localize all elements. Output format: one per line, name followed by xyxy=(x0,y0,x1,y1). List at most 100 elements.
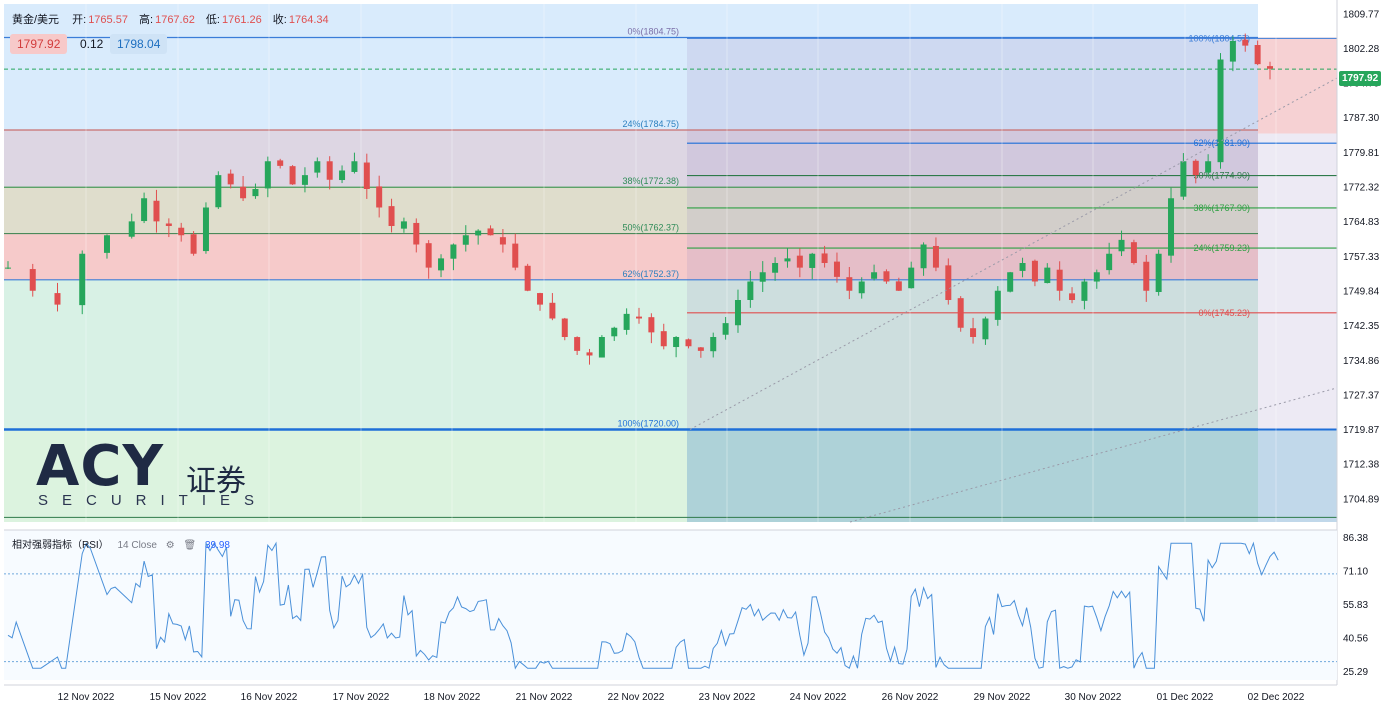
y-tick-6: 1764.83 xyxy=(1343,217,1380,228)
candle-body-73 xyxy=(970,328,977,337)
candle-body-44 xyxy=(611,327,618,337)
candle-body-18 xyxy=(289,166,296,185)
rsi-y-tick-4: 25.29 xyxy=(1343,667,1368,678)
candle-body-85 xyxy=(1118,239,1125,252)
candle-body-87 xyxy=(1143,261,1150,291)
candle-body-34 xyxy=(487,228,494,236)
candle-body-39 xyxy=(549,302,556,319)
x-tick-11: 30 Nov 2022 xyxy=(1065,692,1122,703)
fib-right-label-3: 38%(1767.90) xyxy=(1193,203,1250,213)
y-tick-3: 1787.30 xyxy=(1343,113,1380,124)
fib-left-label-2: 38%(1772.38) xyxy=(622,176,679,186)
x-tick-5: 21 Nov 2022 xyxy=(516,692,573,703)
rsi-legend: 相对强弱指标（RSI） 14 Close ⚙ 🗑 39.98 xyxy=(12,536,230,551)
candle-body-61 xyxy=(821,253,828,263)
fib-left-label-0: 0%(1804.75) xyxy=(627,27,679,37)
candle-body-26 xyxy=(388,206,395,226)
candle-body-53 xyxy=(722,323,729,335)
settings-icon[interactable]: ⚙ xyxy=(165,540,175,551)
candle-body-96 xyxy=(1254,45,1261,65)
candle-body-63 xyxy=(846,277,853,291)
rsi-y-tick-0: 86.38 xyxy=(1343,533,1368,544)
x-tick-4: 18 Nov 2022 xyxy=(424,692,481,703)
candle-body-68 xyxy=(908,267,915,289)
ohlc-header: 黄金/美元 开: 1765.57 高: 1767.62 低: 1761.26 收: 17… xyxy=(12,11,337,27)
open-value: 1765.57 xyxy=(88,14,128,26)
fib-right-label-0: 100%(1804.57) xyxy=(1188,33,1250,43)
rsi-params: 14 Close xyxy=(117,540,157,551)
fib-right-edge xyxy=(1258,37,1337,134)
candle-body-11 xyxy=(202,207,209,252)
candle-body-27 xyxy=(400,221,407,229)
candle-body-30 xyxy=(438,258,445,271)
candle-body-57 xyxy=(772,263,779,273)
x-tick-2: 16 Nov 2022 xyxy=(241,692,298,703)
candle-body-72 xyxy=(957,298,964,328)
candle-body-79 xyxy=(1044,267,1051,284)
candle-body-75 xyxy=(994,290,1001,320)
candle-body-22 xyxy=(339,170,346,181)
spread-value: 0.12 xyxy=(80,37,104,51)
candle-body-97 xyxy=(1267,66,1273,69)
candle-body-36 xyxy=(512,243,519,268)
delete-icon[interactable]: 🗑 xyxy=(183,540,197,551)
candle-body-92 xyxy=(1205,161,1212,173)
y-tick-0: 1809.77 xyxy=(1343,9,1380,20)
y-tick-13: 1712.38 xyxy=(1343,460,1380,471)
zone-0-24 xyxy=(4,37,1258,131)
x-tick-9: 26 Nov 2022 xyxy=(882,692,939,703)
fib-right-label-2: 50%(1774.90) xyxy=(1193,171,1250,181)
candle-body-93 xyxy=(1217,59,1224,163)
candle-body-48 xyxy=(660,331,667,347)
y-tick-5: 1772.32 xyxy=(1343,183,1380,194)
candle-body-71 xyxy=(945,265,952,300)
candle-body-10 xyxy=(190,234,197,254)
candle-body-31 xyxy=(450,244,457,259)
candle-body-91 xyxy=(1192,160,1199,176)
x-tick-1: 15 Nov 2022 xyxy=(150,692,207,703)
sell-price-button[interactable]: 1797.92 xyxy=(10,34,68,54)
zone-top xyxy=(4,4,1258,38)
y-tick-14: 1704.89 xyxy=(1343,494,1380,505)
last-price-badge: 1797.92 xyxy=(1339,71,1382,86)
open-label: 开: xyxy=(72,14,87,26)
y-tick-12: 1719.87 xyxy=(1343,425,1380,436)
candle-body-8 xyxy=(165,223,172,226)
fib-right-lower xyxy=(687,429,1337,522)
candle-body-13 xyxy=(227,173,234,185)
y-tick-9: 1742.35 xyxy=(1343,321,1380,332)
candle-body-24 xyxy=(363,162,370,189)
candle-body-38 xyxy=(537,293,544,305)
x-tick-13: 02 Dec 2022 xyxy=(1248,692,1305,703)
fib-right-label-5: 0%(1745.23) xyxy=(1198,308,1250,318)
candle-body-42 xyxy=(586,352,593,356)
candle-body-29 xyxy=(425,243,432,268)
buy-price-button[interactable]: 1798.04 xyxy=(110,34,168,54)
candle-body-84 xyxy=(1106,253,1113,271)
high-value: 1767.62 xyxy=(155,14,195,26)
rsi-y-tick-2: 55.83 xyxy=(1343,600,1368,611)
candle-body-65 xyxy=(871,272,878,279)
x-tick-12: 01 Dec 2022 xyxy=(1157,692,1214,703)
candle-body-83 xyxy=(1093,272,1100,282)
y-tick-4: 1779.81 xyxy=(1343,148,1380,159)
y-tick-10: 1734.86 xyxy=(1343,356,1380,367)
zone-38-50 xyxy=(4,187,1258,234)
x-tick-7: 23 Nov 2022 xyxy=(699,692,756,703)
zone-24-38 xyxy=(4,130,1258,188)
candle-body-81 xyxy=(1069,293,1076,300)
close-label: 收: xyxy=(272,14,287,26)
candle-body-16 xyxy=(264,161,271,189)
candle-body-70 xyxy=(932,245,939,268)
candle-body-2 xyxy=(54,293,61,305)
zone-62-100 xyxy=(4,279,1258,430)
candle-body-19 xyxy=(301,175,308,185)
zone-bottom xyxy=(4,429,1258,522)
candle-body-47 xyxy=(648,317,655,333)
candle-body-54 xyxy=(734,300,741,326)
rsi-line xyxy=(7,541,1279,670)
candle-body-32 xyxy=(462,235,469,245)
candle-body-55 xyxy=(747,281,754,301)
candle-body-60 xyxy=(809,253,816,268)
